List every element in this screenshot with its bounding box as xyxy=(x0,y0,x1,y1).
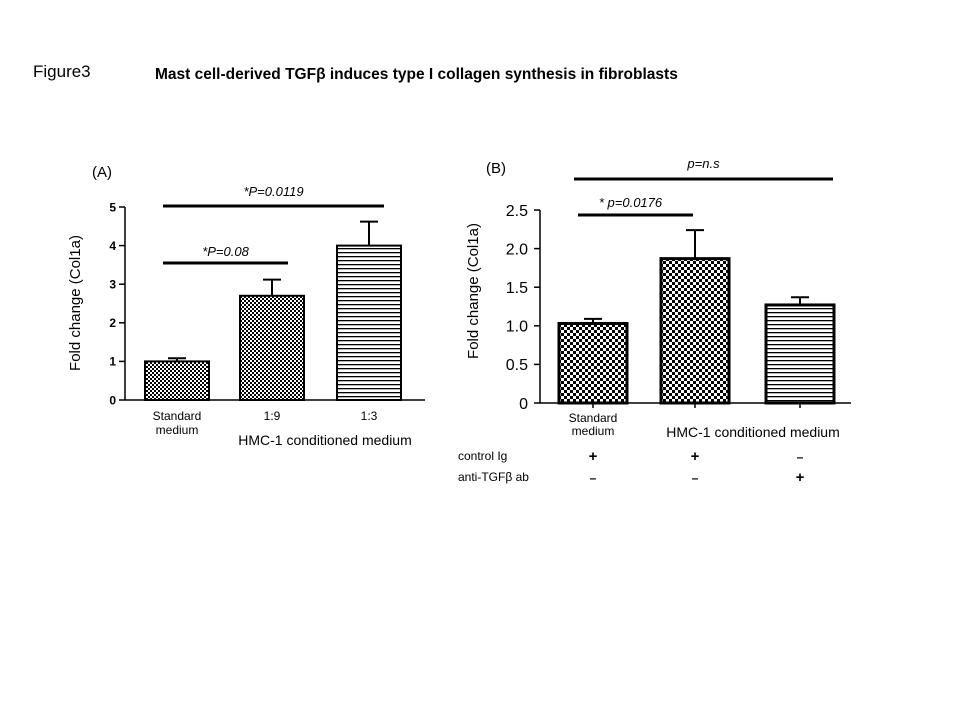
bar xyxy=(144,360,210,401)
y-tick-label: 0.5 xyxy=(506,357,528,374)
y-tick-label: 1.0 xyxy=(506,319,528,336)
y-tick-label: 1 xyxy=(109,355,116,369)
treatment-mark: – xyxy=(692,471,699,485)
bar xyxy=(336,244,402,401)
panel-b-chart: 0 0.5 1.0 1.5 2.0 2.5 Fold change (Col1a) (B) St… xyxy=(458,156,851,486)
y-tick-label: 2.5 xyxy=(506,203,528,220)
figure-label: Figure3 xyxy=(33,62,91,81)
bar xyxy=(239,294,305,401)
treatment-mark: + xyxy=(691,448,700,465)
y-tick-label: 2.0 xyxy=(506,241,528,258)
x-tick-label: medium xyxy=(156,423,199,437)
y-tick-label: 0 xyxy=(109,393,116,407)
x-tick-label: 1:3 xyxy=(361,409,378,423)
x-tick-label: 1:9 xyxy=(264,409,281,423)
x-tick-label: Standard xyxy=(569,411,618,425)
treatment-row-label: anti-TGFβ ab xyxy=(458,470,529,484)
panel-a-chart: 0 1 2 3 4 5 Fold change (Col1a) (A) Standardmedi… xyxy=(67,164,425,448)
x-tick-label: medium xyxy=(572,424,615,438)
y-tick-label: 5 xyxy=(109,200,116,214)
y-tick-label: 1.5 xyxy=(506,280,528,297)
figure-title: Mast cell-derived TGFβ induces type I co… xyxy=(155,66,678,83)
bar xyxy=(659,257,731,405)
y-axis-label: Fold change (Col1a) xyxy=(465,223,482,359)
treatment-row-label: control Ig xyxy=(458,449,507,463)
treatment-mark: – xyxy=(590,471,597,485)
bar xyxy=(557,321,629,405)
y-axis-label: Fold change (Col1a) xyxy=(67,235,84,371)
significance-label: * p=0.0176 xyxy=(599,195,663,210)
y-tick-label: 4 xyxy=(109,239,116,253)
treatment-mark: + xyxy=(589,448,598,465)
significance-label: *P=0.0119 xyxy=(243,184,303,199)
y-tick-label: 3 xyxy=(109,278,116,292)
panel-label: (A) xyxy=(92,164,112,181)
x-group-label: HMC-1 conditioned medium xyxy=(238,432,412,448)
x-group-label: HMC-1 conditioned medium xyxy=(666,424,840,440)
panel-label: (B) xyxy=(486,160,506,177)
bar xyxy=(764,303,836,405)
significance-label: *P=0.08 xyxy=(202,244,249,259)
significance-label: p=n.s xyxy=(686,156,720,171)
y-tick-label: 0 xyxy=(519,396,528,413)
treatment-mark: + xyxy=(796,469,805,486)
x-tick-label: Standard xyxy=(153,409,202,423)
y-tick-label: 2 xyxy=(109,316,116,330)
treatment-mark: – xyxy=(797,450,804,464)
